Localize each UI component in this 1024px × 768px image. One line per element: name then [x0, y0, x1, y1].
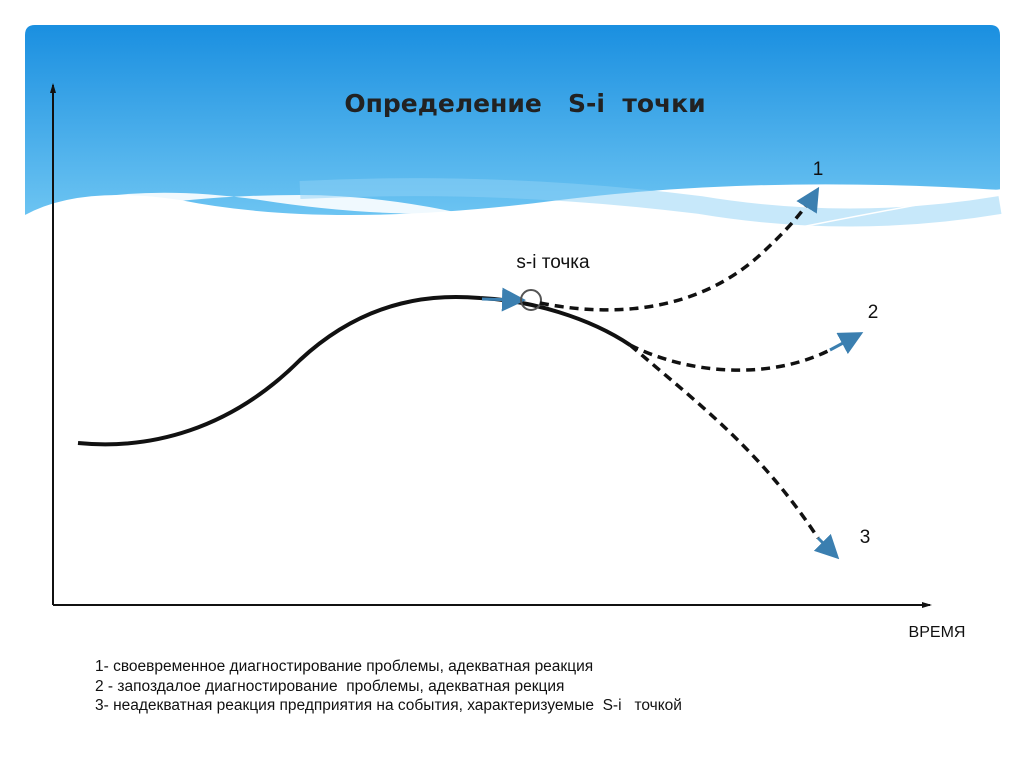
- curve-arrow: [481, 287, 526, 312]
- header-background: [25, 25, 1002, 280]
- main-curve: [77, 295, 632, 447]
- curve-label: 1: [813, 159, 824, 180]
- title: Определение S-i точки: [344, 89, 705, 118]
- point-label: s-i точка: [516, 252, 590, 273]
- x-axis-label: ВРЕМЯ: [909, 624, 966, 641]
- s-i-point: [520, 289, 542, 311]
- curve-3-arrow: [813, 533, 840, 560]
- legend-line: 2 - запоздалое диагностирование проблемы…: [95, 678, 564, 695]
- curve-label: 3: [860, 527, 871, 548]
- curve-3: [628, 343, 820, 539]
- legend-line: 1- своевременное диагностирование пробле…: [95, 658, 593, 675]
- legend-line: 3- неадекватная реакция предприятия на с…: [95, 697, 682, 714]
- curve-1: [539, 199, 812, 312]
- curve-1-arrow: [796, 186, 820, 214]
- curve-2-arrow: [829, 332, 864, 355]
- curve-label: 2: [868, 302, 879, 323]
- curve-2: [629, 343, 831, 372]
